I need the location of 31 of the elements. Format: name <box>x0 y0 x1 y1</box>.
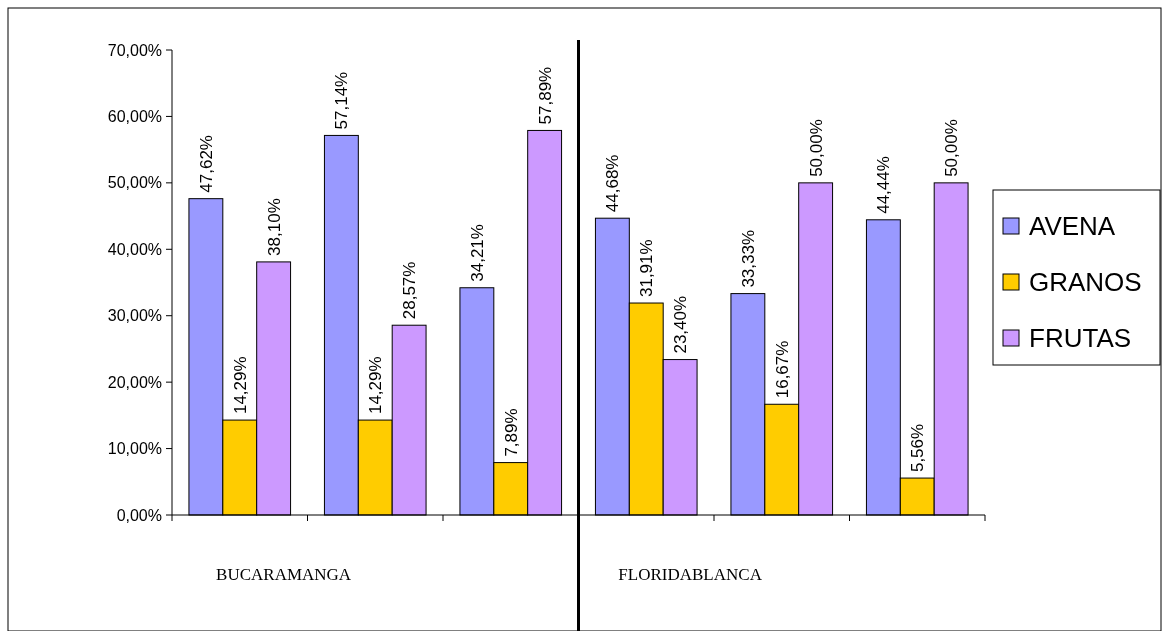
legend-label: FRUTAS <box>1029 323 1132 354</box>
data-label: 5,56% <box>908 423 928 473</box>
data-label: 14,29% <box>366 356 386 415</box>
y-tick-label: 60,00% <box>107 108 162 126</box>
data-label: 7,89% <box>501 408 521 457</box>
text: BUCARAMANGA <box>216 565 352 584</box>
data-label: 28,57% <box>400 261 420 320</box>
data-label: 44,44% <box>874 156 894 214</box>
data-label: 50,00% <box>806 119 826 177</box>
y-tick-label: 20,00% <box>107 373 162 391</box>
legend-label: AVENA <box>1029 211 1116 242</box>
data-label: 57,89% <box>535 66 555 125</box>
data-label: 14,29% <box>230 356 250 415</box>
data-label: 33,33% <box>738 229 758 288</box>
y-tick-label: 40,00% <box>107 240 162 258</box>
data-label: 38,10% <box>264 198 284 256</box>
text: FLORIDABLANCA <box>618 565 763 584</box>
data-label: 16,67% <box>772 340 792 399</box>
legend-label: GRANOS <box>1029 267 1142 298</box>
data-label: 44,68% <box>603 154 623 213</box>
data-label: 23,40% <box>671 295 691 354</box>
y-tick-label: 10,00% <box>107 440 162 458</box>
data-label: 31,91% <box>637 239 657 298</box>
y-tick-label: 30,00% <box>107 307 162 325</box>
data-label: 34,21% <box>467 224 487 282</box>
data-label: 47,62% <box>196 135 216 193</box>
data-label: 50,00% <box>942 119 962 177</box>
y-tick-label: 50,00% <box>107 174 162 192</box>
y-tick-label: 70,00% <box>107 41 162 59</box>
y-tick-label: 0,00% <box>116 506 162 524</box>
data-label: 57,14% <box>332 71 352 130</box>
